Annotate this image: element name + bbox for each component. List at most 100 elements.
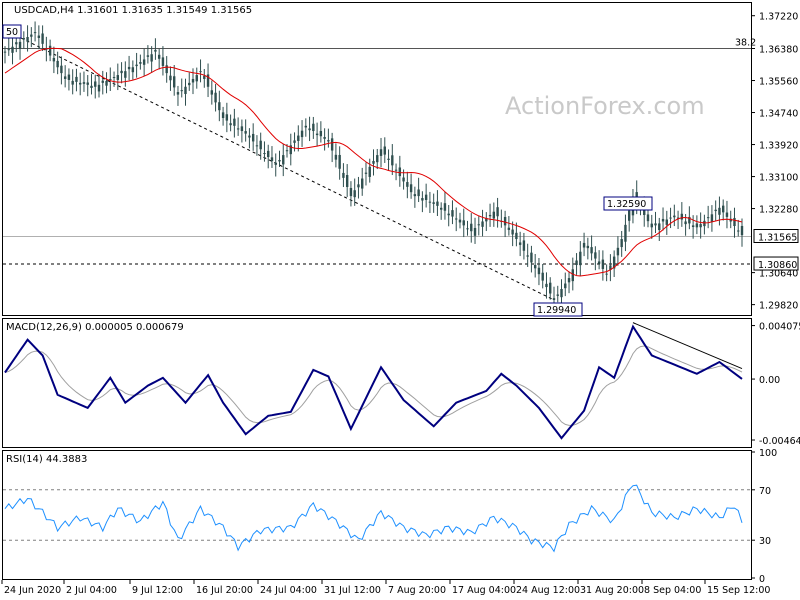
candle-body [721, 205, 725, 213]
candle-body [473, 227, 477, 236]
candle-body [605, 273, 608, 275]
candle-body [436, 201, 439, 206]
time-tick-label: 31 Jul 12:00 [324, 585, 381, 596]
candle-body [221, 112, 225, 119]
corner-label-box [2, 24, 22, 39]
candle-body [199, 71, 202, 73]
candle-body [26, 36, 29, 42]
candle-body [71, 80, 74, 85]
price-tick-label: 1.37220 [759, 12, 798, 23]
candle-body [300, 130, 304, 138]
candle-body [740, 225, 744, 236]
candle-body [643, 207, 646, 215]
candle-body [48, 45, 52, 56]
candle-body [52, 57, 56, 62]
candle-body [616, 247, 620, 256]
candle-body [244, 131, 247, 134]
candle-body [11, 46, 14, 53]
candle-body [127, 66, 131, 70]
candle-body [289, 145, 292, 155]
candle-body [94, 81, 97, 87]
candle-body [90, 85, 93, 88]
candle-body [75, 76, 78, 82]
candle-body [165, 65, 168, 74]
rsi-line [4, 484, 743, 553]
candle-body [214, 92, 217, 103]
candle-body [304, 125, 308, 128]
candle-body [379, 149, 383, 156]
candle-body [729, 218, 732, 222]
candle-body [421, 198, 424, 201]
candle-body [575, 260, 578, 266]
candle-body [120, 70, 123, 74]
candle-body [161, 57, 165, 66]
candle-body [507, 227, 511, 230]
candle-body [485, 218, 488, 222]
time-tick-label: 9 Jul 12:00 [132, 585, 183, 596]
rsi-tick-label: 100 [759, 448, 777, 459]
candle-body [229, 123, 232, 126]
candle-body [109, 78, 112, 80]
candle-body [124, 71, 127, 78]
candle-body [556, 294, 559, 296]
candle-body [368, 166, 371, 177]
candle-body [424, 194, 428, 200]
candle-body [691, 225, 695, 228]
candle-body [146, 55, 150, 57]
time-tick-label: 7 Aug 20:00 [388, 585, 446, 596]
candle-body [650, 223, 653, 228]
candle-body [458, 219, 462, 223]
candle-body [665, 219, 668, 225]
candle-body [684, 221, 687, 225]
candle-body [552, 298, 556, 300]
candle-body [398, 167, 402, 177]
macd-group [4, 322, 743, 440]
candle-body [710, 214, 714, 223]
candle-body [706, 217, 710, 219]
candle-body [30, 34, 33, 37]
candle-body [139, 62, 142, 64]
candle-body [157, 54, 161, 59]
candle-body [443, 203, 447, 211]
candle-body [620, 239, 623, 248]
candle-body [101, 80, 104, 83]
price-tick-label: 1.32280 [759, 205, 798, 216]
candle-body [477, 224, 480, 226]
candle-body [173, 76, 176, 88]
candle-body [597, 261, 601, 264]
support-axis-label: 1.30860 [758, 260, 797, 271]
candle-body [33, 32, 37, 34]
candle-body [15, 42, 18, 45]
candle-body [308, 128, 311, 131]
candle-body [680, 213, 684, 220]
candle-body [409, 184, 413, 193]
candle-body [142, 59, 146, 65]
candle-body [357, 184, 360, 188]
candle-body [586, 245, 590, 249]
candle-body [274, 162, 277, 165]
time-tick-label: 24 Jun 2020 [4, 585, 61, 596]
time-tick-label: 2 Jul 04:00 [66, 585, 117, 596]
candle-body [203, 75, 206, 79]
candle-body [330, 138, 334, 151]
candle-body [233, 118, 236, 126]
candle-body [537, 267, 541, 275]
candle-body [361, 178, 364, 189]
watermark: ActionForex.com [505, 92, 705, 120]
candle-body [86, 82, 89, 85]
candle-body [733, 217, 736, 227]
candle-body [116, 75, 120, 80]
candle-body [263, 153, 266, 155]
candle-body [533, 264, 537, 269]
candle-body [270, 157, 274, 161]
candle-body [67, 74, 71, 80]
candle-body [225, 114, 229, 121]
macd-panel [2, 318, 752, 448]
candle-body [579, 251, 582, 266]
time-tick-label: 24 Jul 04:00 [260, 585, 317, 596]
candle-body [218, 102, 221, 111]
price-tick-label: 1.29820 [759, 301, 798, 312]
macd-trendline [632, 322, 743, 370]
candle-body [60, 65, 63, 74]
